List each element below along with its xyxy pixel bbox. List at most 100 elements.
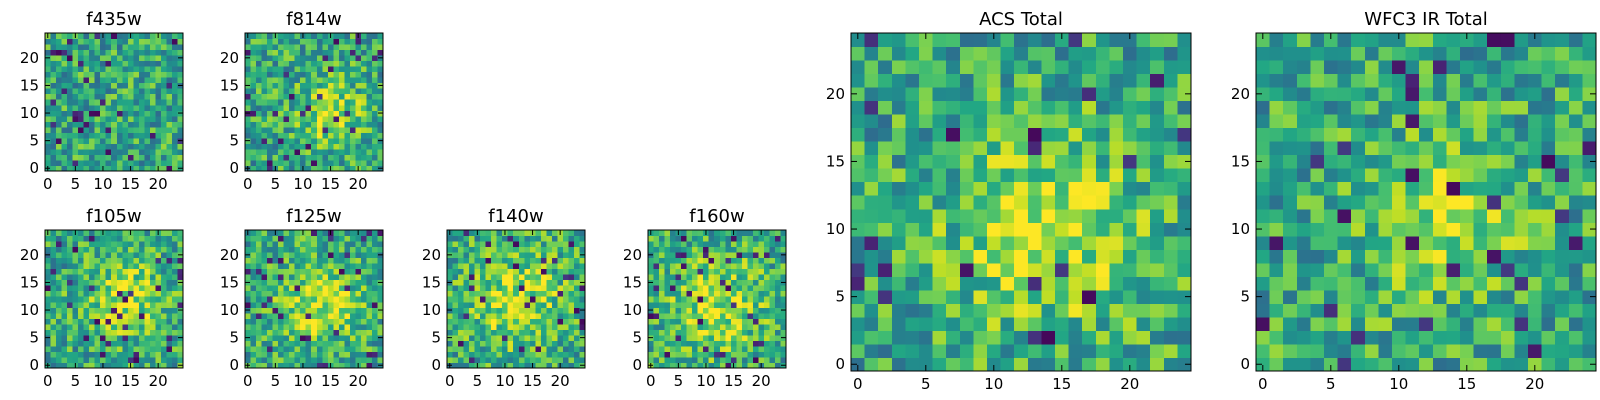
heatmap-cell [316, 148, 323, 155]
x-tick-label: 0 [43, 175, 53, 193]
heatmap-cell [703, 252, 710, 259]
heatmap-cell [261, 49, 268, 56]
heatmap-cell [502, 334, 509, 341]
heatmap-cell [50, 329, 57, 336]
heatmap-cell [1324, 249, 1339, 264]
heatmap-cell [1068, 276, 1083, 291]
heatmap-cell [294, 88, 301, 95]
heatmap-cell [50, 104, 57, 111]
heatmap-cell [546, 307, 553, 314]
heatmap-cell [851, 330, 866, 345]
heatmap-cell [579, 285, 586, 292]
heatmap-cell [245, 235, 252, 242]
heatmap-cell [272, 148, 279, 155]
heatmap-cell [261, 126, 268, 133]
heatmap-cell [50, 99, 57, 106]
heatmap-cell [551, 290, 558, 297]
heatmap-cell [267, 82, 274, 89]
heatmap-cell [272, 104, 279, 111]
heatmap-cell [144, 126, 151, 133]
heatmap-cell [491, 362, 498, 369]
heatmap-cell [105, 318, 112, 325]
heatmap-cell [160, 329, 167, 336]
heatmap-cell [56, 82, 63, 89]
heatmap-cell [316, 329, 323, 336]
heatmap-cell [116, 340, 123, 347]
heatmap-cell [267, 235, 274, 242]
heatmap-cell [1082, 141, 1097, 156]
heatmap-cell [780, 290, 787, 297]
heatmap-cell [311, 115, 318, 122]
heatmap-cell [111, 257, 118, 264]
heatmap-cell [758, 340, 765, 347]
heatmap-cell [256, 323, 263, 330]
heatmap-cell [371, 33, 378, 40]
heatmap-cell [1136, 303, 1151, 318]
heatmap-cell [300, 110, 307, 117]
heatmap-cell [730, 285, 737, 292]
heatmap-cell [360, 340, 367, 347]
heatmap-cell [366, 44, 373, 51]
heatmap-cell [256, 312, 263, 319]
heatmap-cell [344, 362, 351, 369]
heatmap-cell [579, 241, 586, 248]
heatmap-cell [1487, 249, 1502, 264]
heatmap-cell [61, 77, 68, 84]
heatmap-cell [703, 246, 710, 253]
heatmap-cell [327, 77, 334, 84]
heatmap-cell [355, 126, 362, 133]
heatmap-cell [579, 235, 586, 242]
heatmap-cell [133, 44, 140, 51]
heatmap-cell [1014, 33, 1029, 48]
heatmap-cell [780, 296, 787, 303]
heatmap-cell [267, 154, 274, 161]
heatmap-cell [452, 296, 459, 303]
heatmap-cell [463, 274, 470, 281]
heatmap-cell [89, 301, 96, 308]
heatmap-cell [61, 274, 68, 281]
heatmap-cell [105, 165, 112, 172]
heatmap-cell [524, 351, 531, 358]
heatmap-cell [708, 268, 715, 275]
heatmap-cell [133, 268, 140, 275]
heatmap-cell [111, 93, 118, 100]
heatmap-cell [878, 262, 893, 277]
heatmap-cell [250, 356, 257, 363]
heatmap-cell [864, 181, 879, 196]
heatmap-cell [311, 104, 318, 111]
heatmap-cell [127, 307, 134, 314]
heatmap-cell [305, 246, 312, 253]
heatmap-cell [256, 121, 263, 128]
heatmap-cell [245, 351, 252, 358]
heatmap-cell [349, 132, 356, 139]
heatmap-cell [144, 362, 151, 369]
heatmap-cell [272, 246, 279, 253]
heatmap-cell [864, 168, 879, 183]
heatmap-cell [752, 235, 759, 242]
heatmap-cell [94, 241, 101, 248]
heatmap-cell [89, 263, 96, 270]
heatmap-cell [338, 351, 345, 358]
heatmap-cell [83, 121, 90, 128]
heatmap-cell [261, 241, 268, 248]
heatmap-cell [1487, 330, 1502, 345]
heatmap-cell [1432, 249, 1447, 264]
heatmap-cell [659, 345, 666, 352]
heatmap-cell [1568, 168, 1583, 183]
heatmap-cell [1582, 330, 1597, 345]
heatmap-cell [540, 345, 547, 352]
heatmap-cell [149, 301, 156, 308]
heatmap-cell [311, 143, 318, 150]
heatmap-cell [1419, 249, 1434, 264]
heatmap-cell [648, 351, 655, 358]
heatmap-cell [919, 330, 934, 345]
heatmap-cell [1000, 343, 1015, 358]
heatmap-cell [355, 121, 362, 128]
heatmap-cell [708, 274, 715, 281]
heatmap-cell [171, 290, 178, 297]
heatmap-cell [366, 132, 373, 139]
heatmap-cell [111, 329, 118, 336]
heatmap-cell [50, 246, 57, 253]
heatmap-cell [355, 356, 362, 363]
heatmap-cell [294, 126, 301, 133]
